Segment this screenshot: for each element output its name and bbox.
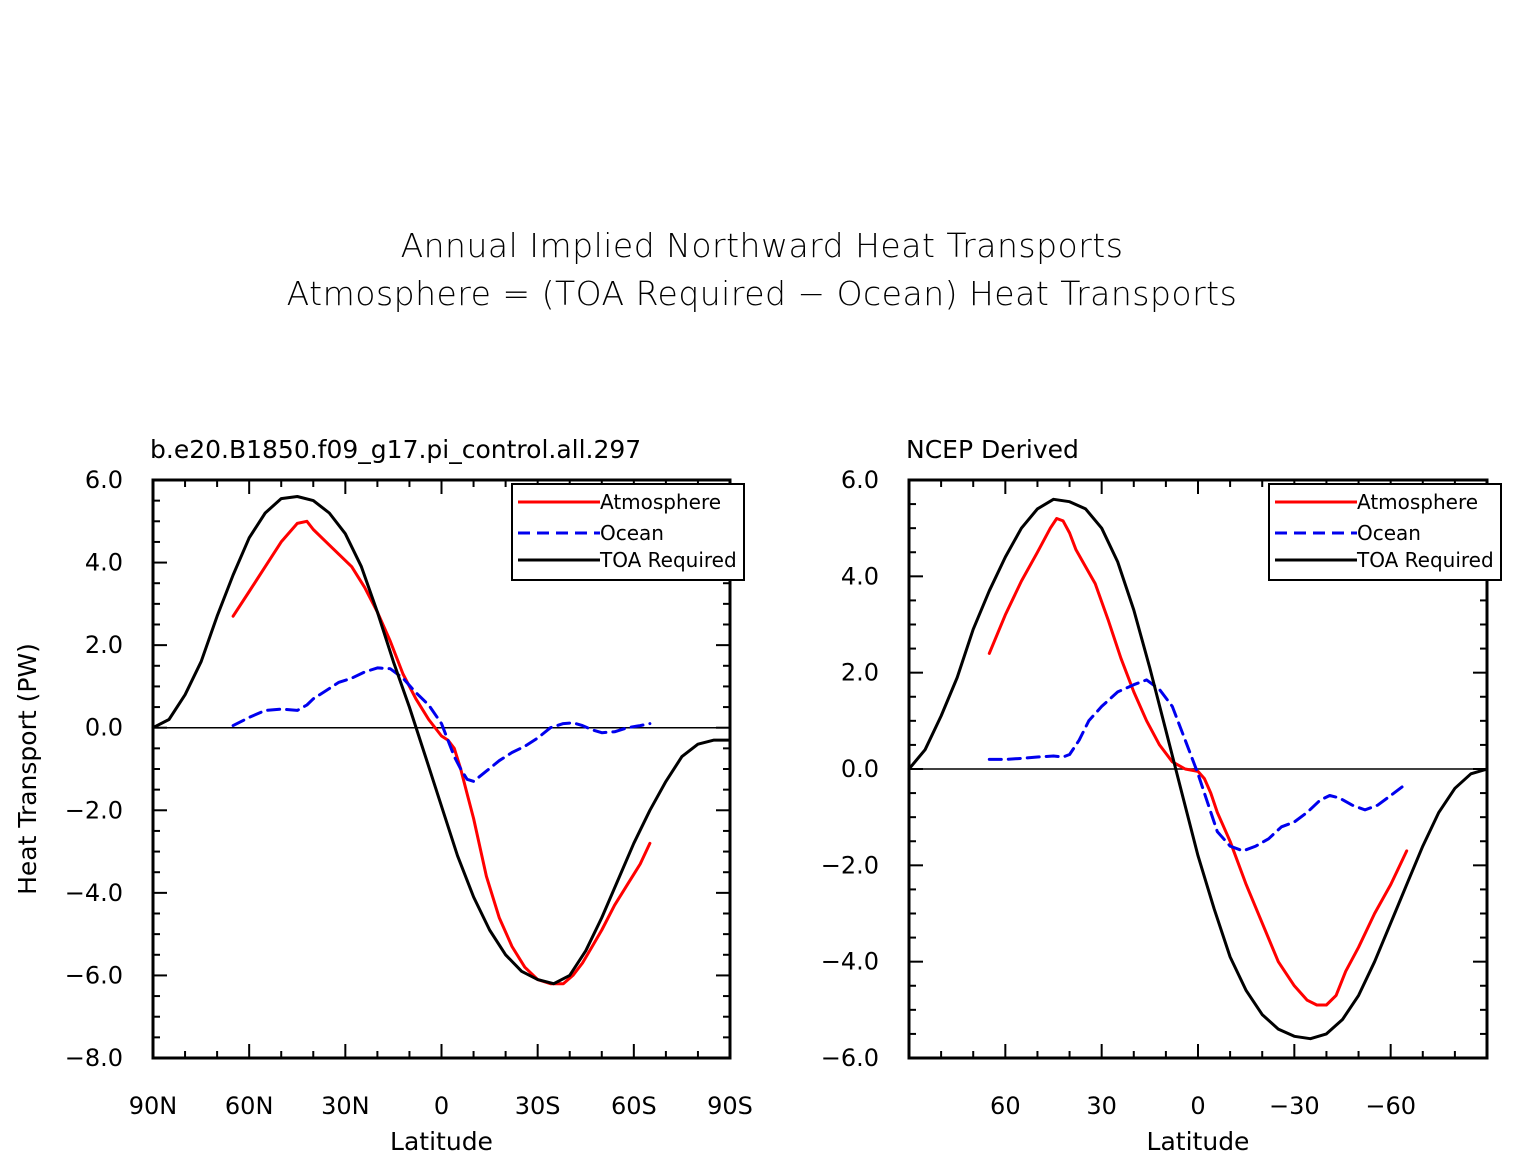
legend-label: Ocean: [1357, 521, 1421, 545]
x-tick-label: 90S: [707, 1092, 753, 1120]
y-tick-label: −4.0: [821, 948, 879, 976]
panel-title: b.e20.B1850.f09_g17.pi_control.all.297: [150, 435, 641, 464]
x-tick-label: 0: [434, 1092, 449, 1120]
y-tick-label: 6.0: [85, 466, 123, 494]
x-axis-title: Latitude: [390, 1127, 493, 1156]
x-tick-label: 30N: [321, 1092, 370, 1120]
y-tick-label: −4.0: [65, 879, 123, 907]
x-tick-label: 30S: [515, 1092, 561, 1120]
y-tick-label: −2.0: [65, 796, 123, 824]
figure-title-line1: Annual Implied Northward Heat Transports: [400, 226, 1124, 265]
x-tick-label: 90N: [129, 1092, 178, 1120]
y-tick-label: 2.0: [85, 631, 123, 659]
y-tick-label: 2.0: [841, 659, 879, 687]
y-tick-label: 6.0: [841, 466, 879, 494]
series-line-toa-required: [151, 495, 732, 986]
y-axis-title: Heat Transport (PW): [13, 643, 42, 895]
series-line-toa-required: [907, 497, 1489, 1041]
right-panel: 6.0 4.0 2.0 0.0 −2.0 −4.0 −6.0 60 30 0 −30 −60 Latit…: [821, 435, 1502, 1156]
legend-box: [1268, 483, 1502, 581]
x-tick-label: 60N: [225, 1092, 274, 1120]
legend-label: Ocean: [600, 521, 664, 545]
y-tick-label: 0.0: [85, 714, 123, 742]
legend-label: TOA Required: [599, 548, 737, 572]
x-tick-label: 0: [1190, 1092, 1205, 1120]
series-line-ocean: [987, 678, 1409, 853]
x-axis-title: Latitude: [1147, 1127, 1250, 1156]
legend-label: Atmosphere: [1357, 490, 1478, 514]
y-tick-label: −2.0: [821, 851, 879, 879]
y-tick-label: 0.0: [841, 755, 879, 783]
y-tick-label: −6.0: [65, 961, 123, 989]
y-tick-label: 4.0: [841, 562, 879, 590]
y-tick-label: −8.0: [65, 1044, 123, 1072]
series-line-ocean: [231, 666, 652, 783]
y-tick-label: −6.0: [821, 1044, 879, 1072]
figure-title-line2: Atmosphere = (TOA Required − Ocean) Heat…: [286, 274, 1238, 313]
y-tick-label: 4.0: [85, 549, 123, 577]
series-line-atmosphere: [987, 517, 1409, 1007]
figure-title: Annual Implied Northward Heat Transports…: [0, 222, 1524, 318]
series-line-atmosphere: [231, 519, 652, 986]
x-tick-label: 60S: [611, 1092, 657, 1120]
legend-label: Atmosphere: [600, 490, 721, 514]
x-tick-label: −60: [1365, 1092, 1416, 1120]
x-tick-label: 30: [1086, 1092, 1117, 1120]
panel-title: NCEP Derived: [906, 435, 1079, 464]
legend-box: [511, 483, 745, 581]
legend-label: TOA Required: [1356, 548, 1494, 572]
x-tick-label: 60: [990, 1092, 1021, 1120]
x-tick-label: −30: [1269, 1092, 1320, 1120]
